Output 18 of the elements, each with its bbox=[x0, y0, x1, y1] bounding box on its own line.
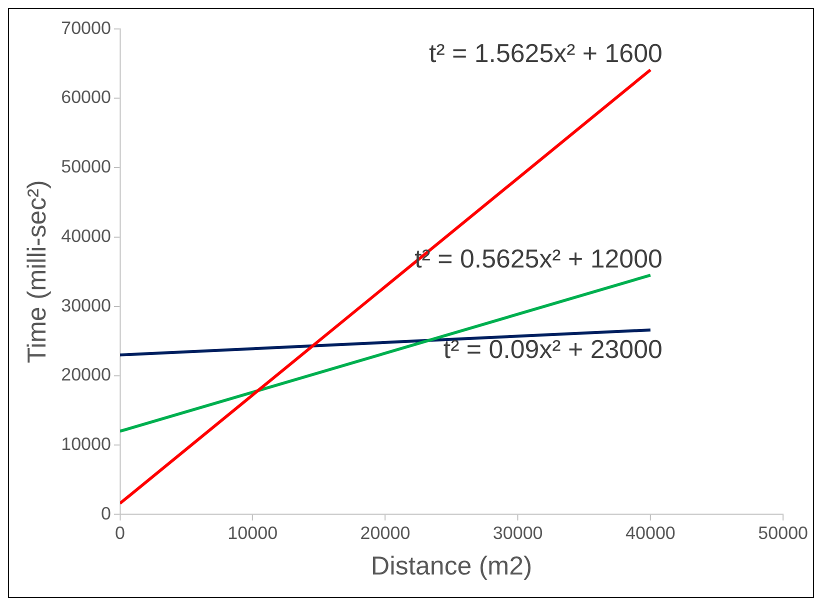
y-tick-label: 10000 bbox=[61, 434, 112, 454]
y-tick-label: 70000 bbox=[61, 18, 112, 38]
y-tick-label: 0 bbox=[101, 503, 112, 524]
annotation: t² = 1.5625x² + 1600 bbox=[428, 40, 662, 68]
y-tick-label: 20000 bbox=[61, 364, 112, 385]
y-tick-label: 30000 bbox=[61, 295, 112, 316]
y-tick-label: 50000 bbox=[61, 156, 112, 177]
x-tick-label: 40000 bbox=[626, 523, 676, 544]
x-tick-label: 50000 bbox=[758, 523, 808, 544]
y-axis-title: Time (milli-sec²) bbox=[24, 180, 52, 364]
x-tick-label: 30000 bbox=[492, 523, 543, 544]
x-tick-label: 0 bbox=[114, 523, 125, 544]
x-tick-label: 20000 bbox=[360, 523, 410, 544]
y-tick-label: 40000 bbox=[61, 226, 112, 246]
y-tick-label: 60000 bbox=[61, 87, 112, 108]
x-tick-label: 10000 bbox=[228, 523, 278, 544]
x-axis-title: Distance (m2) bbox=[370, 552, 532, 581]
annotation: t² = 0.09x² + 23000 bbox=[443, 336, 662, 364]
